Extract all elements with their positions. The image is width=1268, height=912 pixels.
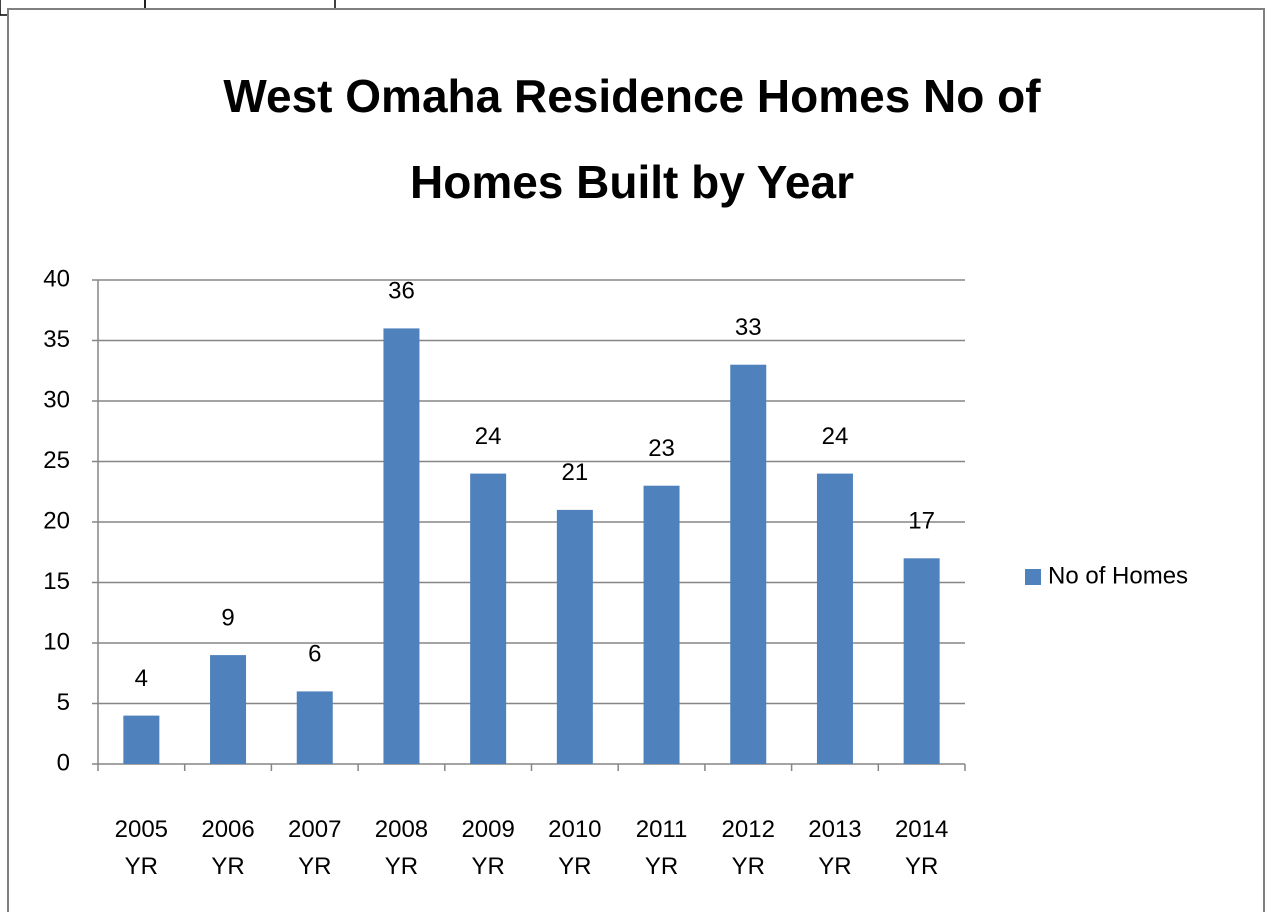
legend-label: No of Homes xyxy=(1048,562,1188,589)
data-label: 17 xyxy=(908,508,935,535)
bar xyxy=(296,691,333,764)
bar xyxy=(210,655,247,764)
data-label: 33 xyxy=(735,314,762,341)
bar xyxy=(470,473,507,764)
x-tick-label: 2006 YR xyxy=(201,816,254,880)
y-tick-label: 20 xyxy=(43,507,70,534)
bar xyxy=(643,485,680,764)
data-label: 21 xyxy=(561,459,588,486)
data-label: 23 xyxy=(648,435,675,462)
x-tick-label: 2009 YR xyxy=(461,816,514,880)
y-tick-label: 15 xyxy=(43,568,70,595)
data-label: 36 xyxy=(388,278,415,305)
legend-swatch xyxy=(1025,569,1041,585)
y-tick-label: 10 xyxy=(43,628,70,655)
y-tick-label: 40 xyxy=(43,265,70,292)
y-tick-label: 35 xyxy=(43,326,70,353)
x-tick-label: 2008 YR xyxy=(375,816,428,880)
chart-title: West Omaha Residence Homes No of Homes Bu… xyxy=(223,70,1041,208)
chart-frame xyxy=(7,8,1265,912)
bar xyxy=(556,509,593,764)
x-tick-label: 2014 YR xyxy=(895,816,948,880)
y-tick-label: 30 xyxy=(43,386,70,413)
x-tick-label: 2010 YR xyxy=(548,816,601,880)
x-tick-label: 2012 YR xyxy=(722,816,775,880)
data-label: 6 xyxy=(308,641,321,668)
x-tick-label: 2007 YR xyxy=(288,816,341,880)
data-label: 4 xyxy=(135,665,148,692)
x-tick-label: 2011 YR xyxy=(636,816,688,880)
data-label: 24 xyxy=(475,423,502,450)
bar xyxy=(730,364,767,764)
bar xyxy=(816,473,853,764)
y-tick-label: 0 xyxy=(57,749,70,776)
data-label: 24 xyxy=(822,423,849,450)
bar xyxy=(903,558,940,764)
data-label: 9 xyxy=(221,604,234,631)
bar xyxy=(383,328,420,764)
y-tick-label: 5 xyxy=(57,689,70,716)
x-tick-label: 2005 YR xyxy=(115,816,168,880)
bar xyxy=(123,715,160,764)
y-tick-label: 25 xyxy=(43,447,70,474)
x-tick-label: 2013 YR xyxy=(808,816,861,880)
